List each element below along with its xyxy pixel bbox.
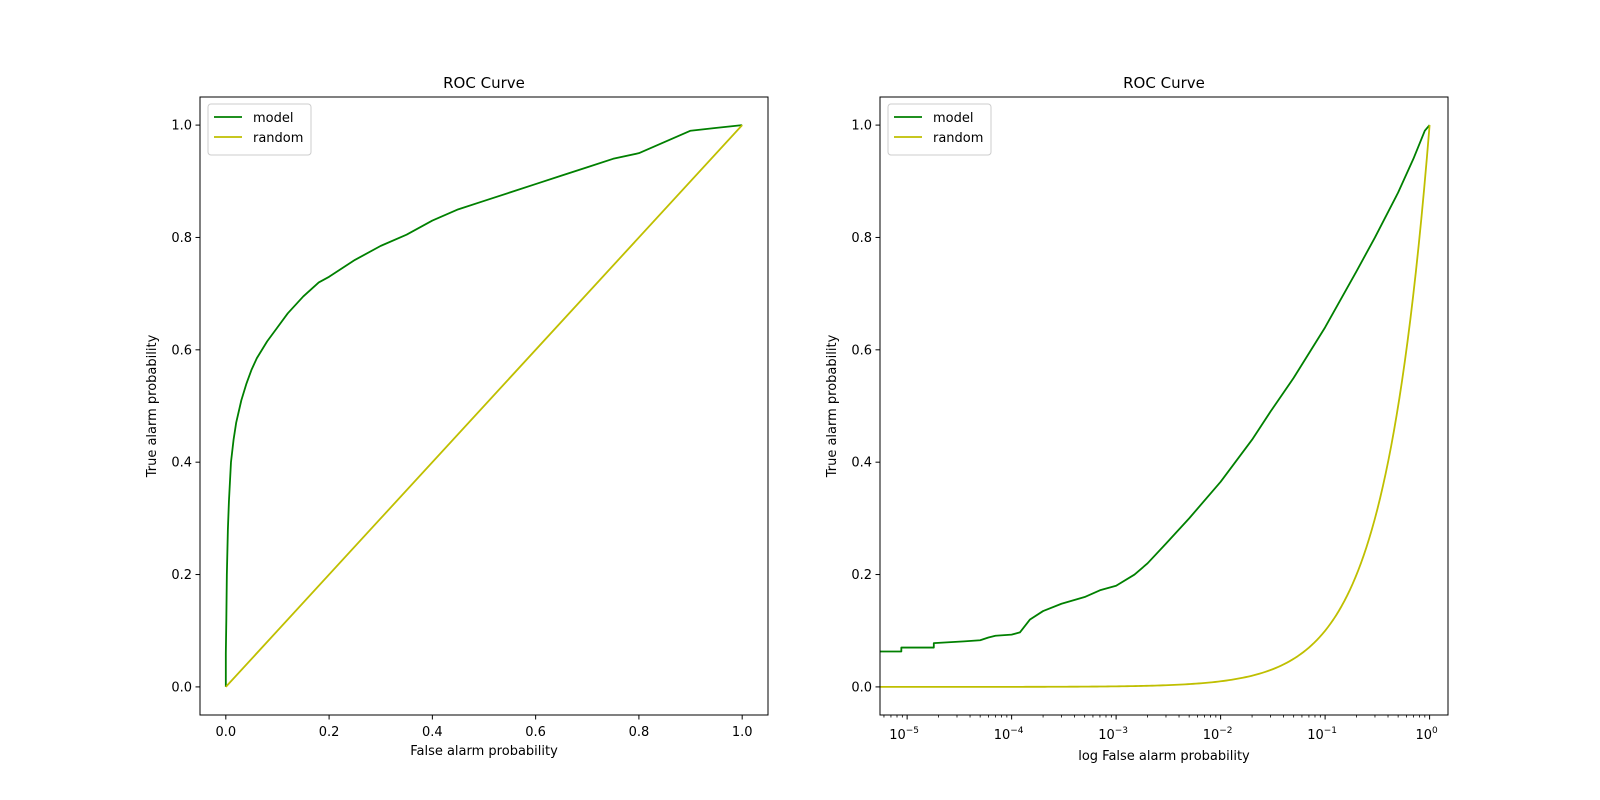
x-tick-label-exponent: −3: [1115, 726, 1128, 736]
x-tick-label: 0.0: [215, 725, 236, 740]
y-tick-label: 0.8: [171, 231, 192, 246]
x-tick-label-exponent: −2: [1219, 726, 1232, 736]
y-tick-label: 0.2: [851, 568, 872, 583]
y-tick-label: 0.4: [171, 456, 192, 471]
x-tick-label-exponent: −5: [906, 726, 919, 736]
y-tick-label: 0.8: [851, 231, 872, 246]
y-tick-label: 0.0: [171, 680, 192, 695]
y-axis-label: True alarm probability: [145, 334, 160, 478]
chart-title: ROC Curve: [1123, 74, 1205, 92]
x-tick-label-base: 10: [994, 728, 1011, 743]
x-tick-label-base: 10: [1415, 728, 1432, 743]
plot-frame: [199, 96, 769, 716]
series-lines: [880, 124, 1431, 688]
series-line-random: [225, 124, 743, 688]
x-tick-label: 0.6: [525, 725, 546, 740]
series-line-random: [880, 125, 1431, 688]
y-tick-label: 1.0: [851, 119, 872, 134]
series-lines: [224, 124, 743, 688]
y-tick-label: 0.4: [851, 456, 872, 471]
y-tick-label: 1.0: [171, 119, 192, 134]
legend-label-model: model: [253, 111, 293, 126]
y-tick-label: 0.2: [171, 568, 192, 583]
y-tick-label: 0.6: [171, 343, 192, 358]
plot-frame: [879, 96, 1449, 716]
x-tick-label-base: 10: [889, 728, 906, 743]
x-tick-label: 10−4: [994, 726, 1024, 743]
series-line-model: [224, 124, 743, 687]
x-axis-label: log False alarm probability: [1078, 749, 1250, 764]
x-axis-label: False alarm probability: [410, 744, 558, 759]
x-tick-label-exponent: 0: [1432, 726, 1438, 736]
x-tick-label: 10−3: [1098, 726, 1128, 743]
x-tick-label-exponent: −1: [1324, 726, 1337, 736]
x-tick-label: 10−2: [1203, 726, 1233, 743]
series-line-model: [880, 124, 1431, 653]
chart-1: ROC Curve 0.0 0.2 0.4 0.6 0.8 1.0 0.0 0.2 0.4 0.6 0…: [145, 74, 769, 759]
x-tick-label: 10−5: [889, 726, 919, 743]
x-tick-label-base: 10: [1098, 728, 1115, 743]
x-tick-label-exponent: −4: [1010, 726, 1024, 736]
x-tick-label: 1.0: [732, 725, 753, 740]
legend: model random: [207, 103, 312, 156]
y-axis-label: True alarm probability: [825, 334, 840, 478]
x-tick-label: 0.4: [422, 725, 443, 740]
y-tick-label: 0.6: [851, 343, 872, 358]
x-tick-label: 10−1: [1307, 726, 1337, 743]
y-tick-label: 0.0: [851, 680, 872, 695]
chart-title: ROC Curve: [443, 74, 525, 92]
x-tick-label: 0.2: [319, 725, 340, 740]
legend: model random: [887, 103, 992, 156]
x-tick-label-base: 10: [1307, 728, 1324, 743]
legend-label-random: random: [933, 131, 983, 146]
x-tick-label: 100: [1415, 726, 1438, 743]
legend-label-random: random: [253, 131, 303, 146]
x-tick-label: 0.8: [629, 725, 650, 740]
legend-label-model: model: [933, 111, 973, 126]
x-tick-label-base: 10: [1203, 728, 1220, 743]
